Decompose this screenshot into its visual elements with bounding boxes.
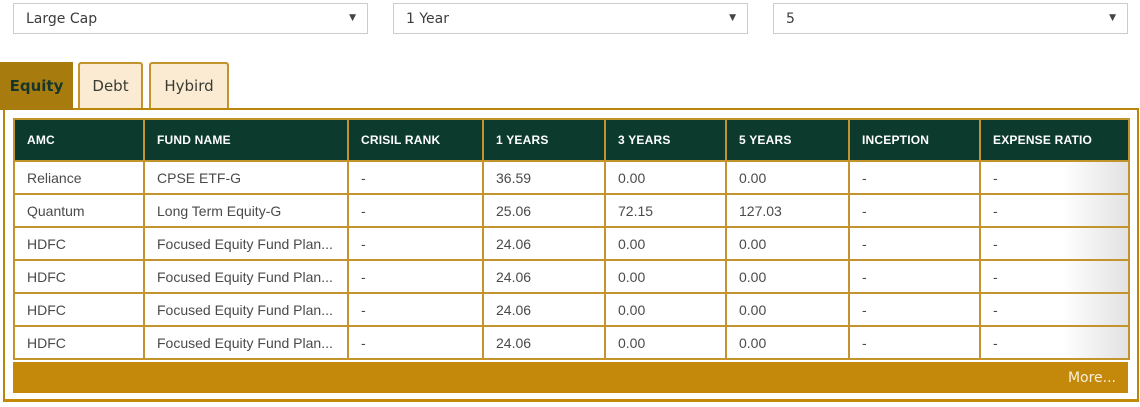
table-cell: 24.06: [482, 292, 606, 327]
table-cell: 24.06: [482, 226, 606, 261]
table-cell: 24.06: [482, 259, 606, 294]
table-cell: Quantum: [13, 193, 145, 228]
table-cell: HDFC: [13, 325, 145, 360]
table-row: Quantum Long Term Equity-G -25.06 72.15 127.…: [13, 193, 1130, 228]
column-header-inception: INCEPTION: [848, 118, 981, 162]
table-cell: HDFC: [13, 226, 145, 261]
category-select[interactable]: Large Cap ▼: [13, 3, 368, 34]
table-row: HDFC Focused Equity Fund Plan... -24.06 0.0…: [13, 226, 1130, 261]
table-cell: 0.00: [604, 226, 727, 261]
tab-equity[interactable]: Equity: [0, 62, 73, 110]
table-cell: -: [979, 193, 1130, 228]
table-cell: 24.06: [482, 325, 606, 360]
table-cell: -: [347, 325, 484, 360]
column-header-3-years: 3 YEARS: [604, 118, 727, 162]
table-cell: 0.00: [725, 160, 850, 195]
table-cell: Focused Equity Fund Plan...: [143, 292, 349, 327]
table-cell: Focused Equity Fund Plan...: [143, 226, 349, 261]
table-cell: 0.00: [604, 292, 727, 327]
table-cell: -: [347, 160, 484, 195]
table-row: HDFC Focused Equity Fund Plan... -24.06 0.0…: [13, 325, 1130, 360]
table-cell: -: [347, 259, 484, 294]
table-cell: Long Term Equity-G: [143, 193, 349, 228]
table-cell: 36.59: [482, 160, 606, 195]
table-cell: -: [979, 292, 1130, 327]
more-bar: More...: [13, 362, 1128, 393]
table-cell: Focused Equity Fund Plan...: [143, 259, 349, 294]
table-cell: 0.00: [725, 226, 850, 261]
table-cell: 0.00: [725, 259, 850, 294]
table-cell: -: [979, 325, 1130, 360]
table-cell: CPSE ETF-G: [143, 160, 349, 195]
column-header-expense-ratio: EXPENSE RATIO: [979, 118, 1130, 162]
table-row: HDFC Focused Equity Fund Plan... -24.06 0.0…: [13, 292, 1130, 327]
tab-bar: Equity Debt Hybird: [0, 62, 1140, 110]
column-header-fund-name: FUND NAME: [143, 118, 349, 162]
table-body: Reliance CPSE ETF-G -36.59 0.00 0.00- - Quantu…: [13, 160, 1130, 360]
column-header-crisil-rank: CRISIL RANK: [347, 118, 484, 162]
table-cell: -: [848, 259, 981, 294]
funds-table: AMC FUND NAME CRISIL RANK 1 YEARS 3 YEARS 5 Y…: [13, 118, 1130, 360]
table-cell: 0.00: [604, 160, 727, 195]
table-cell: -: [979, 259, 1130, 294]
dropdown-caret-icon: ▼: [349, 13, 356, 23]
table-cell: -: [848, 325, 981, 360]
funds-panel: AMC FUND NAME CRISIL RANK 1 YEARS 3 YEARS 5 Y…: [3, 108, 1139, 402]
table-cell: 0.00: [604, 259, 727, 294]
table-cell: -: [347, 193, 484, 228]
table-cell: -: [848, 226, 981, 261]
table-row: HDFC Focused Equity Fund Plan... -24.06 0.0…: [13, 259, 1130, 294]
period-select[interactable]: 1 Year ▼: [393, 3, 748, 34]
table-cell: 127.03: [725, 193, 850, 228]
tab-debt[interactable]: Debt: [78, 62, 143, 108]
filters-row: Large Cap ▼ 1 Year ▼ 5 ▼: [0, 0, 1140, 34]
table-cell: HDFC: [13, 259, 145, 294]
count-select-value: 5: [786, 10, 795, 27]
table-cell: HDFC: [13, 292, 145, 327]
category-select-value: Large Cap: [26, 10, 98, 27]
column-header-amc: AMC: [13, 118, 145, 162]
table-header-row: AMC FUND NAME CRISIL RANK 1 YEARS 3 YEARS 5 Y…: [13, 118, 1130, 162]
table-cell: 72.15: [604, 193, 727, 228]
tab-hybird[interactable]: Hybird: [149, 62, 229, 108]
table-cell: -: [979, 160, 1130, 195]
table-cell: 0.00: [725, 325, 850, 360]
count-select[interactable]: 5 ▼: [773, 3, 1128, 34]
period-select-value: 1 Year: [406, 10, 449, 27]
table-cell: Focused Equity Fund Plan...: [143, 325, 349, 360]
table-cell: 0.00: [725, 292, 850, 327]
table-cell: 0.00: [604, 325, 727, 360]
table-cell: -: [347, 226, 484, 261]
table-cell: -: [347, 292, 484, 327]
table-cell: Reliance: [13, 160, 145, 195]
dropdown-caret-icon: ▼: [1109, 13, 1116, 23]
table-cell: 25.06: [482, 193, 606, 228]
dropdown-caret-icon: ▼: [729, 13, 736, 23]
column-header-1-years: 1 YEARS: [482, 118, 606, 162]
column-header-5-years: 5 YEARS: [725, 118, 850, 162]
table-row: Reliance CPSE ETF-G -36.59 0.00 0.00- -: [13, 160, 1130, 195]
table-cell: -: [979, 226, 1130, 261]
table-cell: -: [848, 160, 981, 195]
more-link[interactable]: More...: [1067, 369, 1116, 386]
table-cell: -: [848, 292, 981, 327]
table-cell: -: [848, 193, 981, 228]
